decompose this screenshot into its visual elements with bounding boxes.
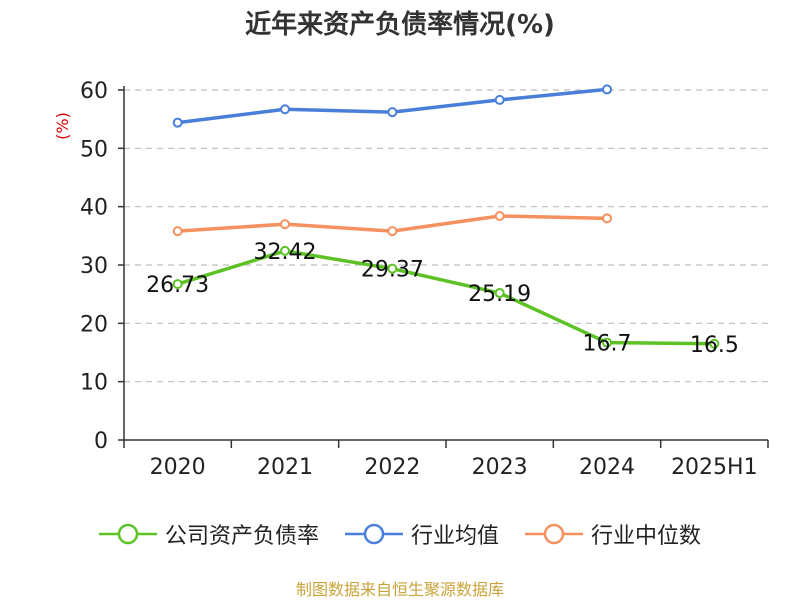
legend-item: 行业均值 [344,518,499,550]
series-line [177,87,608,125]
legend-swatch-icon [344,523,403,545]
legend-swatch-icon [98,523,157,545]
data-point [172,117,183,128]
data-label-layer: 26.73 32.42 29.37 25.19 16.7 16.5 [146,240,739,358]
grid-layer [124,89,768,383]
x-tick-label: 2020 [150,455,206,480]
data-label: 25.19 [468,282,531,307]
legend-label: 公司资产负债率 [164,524,319,549]
legend-swatch-icon [525,523,583,545]
data-label: 16.7 [583,332,632,357]
data-point [387,263,398,274]
y-tick-label: 50 [80,137,108,162]
legend-item: 公司资产负债率 [98,518,319,550]
y-tick-label: 0 [94,429,108,454]
data-label: 26.73 [146,273,209,298]
data-point [494,288,505,299]
y-tick-label: 10 [80,371,108,396]
legend-swatch-marker [363,523,385,545]
chart-title: 近年来资产负债率情况(%) [245,10,555,40]
series-line [177,249,715,346]
y-tick-label: 20 [80,312,108,337]
legend-swatch-marker [543,523,565,545]
data-label: 32.42 [254,240,317,265]
data-label: 16.5 [690,333,739,358]
data-point [172,279,183,290]
x-tick-label: 2021 [257,455,313,480]
legend-swatch-marker [117,523,139,545]
data-point [602,213,612,224]
source-note: 制图数据来自恒生聚源数据库 [295,580,504,599]
legend-label: 行业中位数 [591,524,702,549]
data-point [280,245,290,256]
data-point [387,107,398,118]
x-tick-label: 2024 [579,455,635,480]
y-axis-label: (%) [53,112,72,140]
data-point [602,337,612,348]
legend: 公司资产负债率 行业均值 行业中位数 [0,518,800,550]
axis-layer: 0 10 20 30 40 50 60 2020 2021 2022 2023 2024 2025H1 [80,79,769,480]
data-point [709,338,720,349]
series-layer [172,84,720,349]
legend-item: 行业中位数 [525,518,701,550]
data-point [387,226,398,237]
y-tick-label: 60 [80,79,108,104]
data-label: 29.37 [361,258,424,283]
data-point [602,84,612,95]
legend-label: 行业均值 [410,524,499,549]
data-point [494,211,505,221]
x-tick-label: 2023 [472,455,528,480]
data-point [280,219,290,230]
y-tick-label: 40 [80,196,108,221]
x-tick-label: 2022 [364,455,420,480]
y-tick-label: 30 [80,254,108,279]
data-point [494,94,505,105]
data-point [172,226,183,237]
x-tick-label: 2025H1 [671,455,758,480]
data-point [280,104,290,115]
